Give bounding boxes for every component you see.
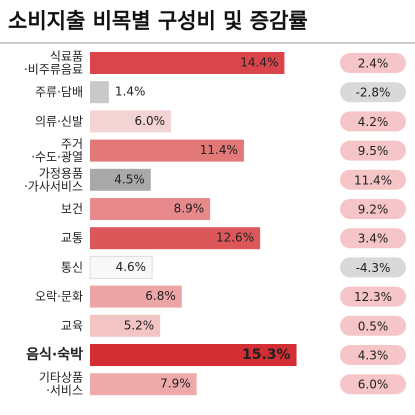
growth-label: 4.2% [358,115,389,129]
category-label: 주거 ·수도·광열 [31,137,83,164]
growth-pill [340,315,406,336]
growth-pill [340,199,406,219]
value-label: 12.6% [216,231,254,245]
value-label: 4.5% [114,172,145,186]
growth-label: 11.4% [354,173,392,187]
growth-label: -4.3% [356,261,391,275]
growth-pill [340,286,406,307]
growth-label: 4.3% [358,349,389,363]
bar [90,314,161,337]
category-label: 의류·신발 [35,114,83,128]
bar [89,255,153,279]
category-label: 주류·담배 [35,85,83,99]
category-label: 통신 [61,260,83,274]
value-label: 14.4% [240,56,278,70]
bar [90,168,151,191]
value-label: 6.0% [135,114,166,128]
chart-title: 소비지출 비목별 구성비 및 증감률 [8,9,308,33]
growth-pill [340,140,406,161]
bar [90,52,285,74]
category-label: 교육 [61,318,83,332]
growth-label: 6.0% [358,378,389,392]
growth-pill [340,257,406,278]
growth-label: 12.3% [354,290,392,304]
growth-label: -2.8% [356,86,391,100]
category-label: 보건 [61,202,83,216]
growth-pill [340,169,406,190]
growth-pill [340,345,406,365]
category-label: 가정용품 ·가사서비스 [24,166,83,193]
category-label: 교통 [61,231,83,245]
growth-pill [340,228,406,249]
bar [90,373,197,396]
value-label: 5.2% [124,318,155,332]
value-label: 4.6% [116,260,147,274]
value-label: 8.9% [174,202,205,216]
value-label: 7.9% [160,377,191,391]
value-label: 11.4% [200,143,238,157]
growth-label: 3.4% [358,232,389,246]
value-label: 1.4% [115,85,145,99]
category-label: 음식·숙박 [26,346,83,363]
bar [90,81,109,104]
category-label: 기타상품 ·서비스 [39,370,83,397]
growth-label: 9.5% [358,144,389,158]
bar [90,227,261,250]
category-label: 식료품 ·비주류음료 [24,49,83,76]
growth-pill [340,111,406,132]
bar [90,110,171,133]
growth-label: 9.2% [358,203,389,217]
growth-pill [340,53,406,73]
growth-label: 2.4% [358,57,389,71]
bar [90,139,244,162]
growth-label: 0.5% [358,319,389,333]
growth-pill [340,374,406,395]
bar [90,285,182,308]
bar [90,198,211,220]
value-label: 15.3% [242,347,291,363]
value-label: 6.8% [145,289,176,303]
growth-pill [340,82,406,103]
category-label: 오락·문화 [35,289,83,303]
bar [90,344,297,366]
